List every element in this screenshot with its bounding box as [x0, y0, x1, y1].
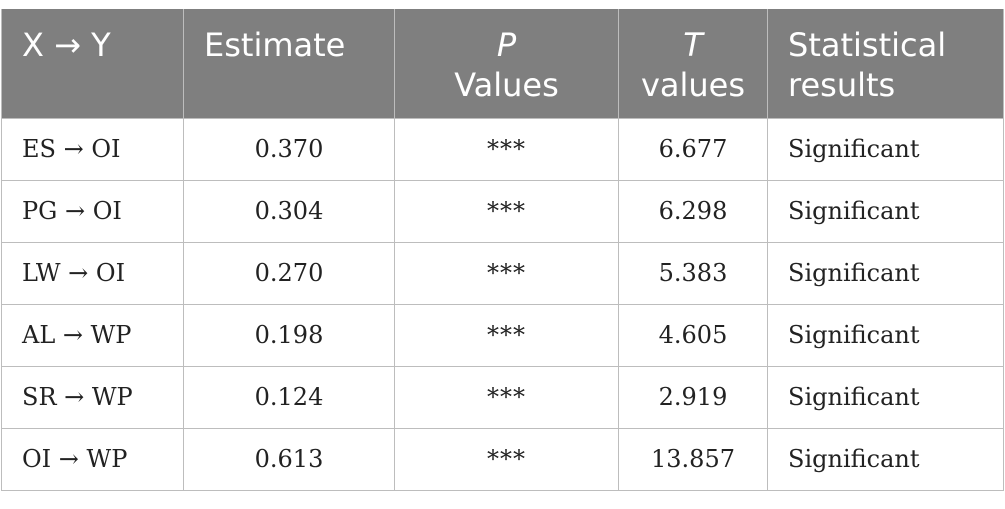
table-row: SR → WP 0.124 *** 2.919 Significant	[1, 365, 1004, 429]
cell-estimate: 0.124	[183, 365, 395, 429]
cell-estimate: 0.370	[183, 117, 395, 181]
cell-t-value: 6.298	[618, 179, 768, 243]
header-path: X → Y	[1, 9, 184, 118]
cell-path: SR → WP	[1, 365, 184, 429]
cell-result: Significant	[767, 303, 1004, 367]
header-results-line1: Statistical	[788, 26, 947, 64]
cell-result: Significant	[767, 365, 1004, 429]
cell-result: Significant	[767, 117, 1004, 181]
cell-p-value: ***	[394, 365, 619, 429]
cell-t-value: 13.857	[618, 427, 768, 491]
table-row: AL → WP 0.198 *** 4.605 Significant	[1, 303, 1004, 367]
table-header: X → Y Estimate P Values T values Statist…	[1, 9, 1004, 118]
cell-t-value: 4.605	[618, 303, 768, 367]
header-t-label: values	[640, 66, 746, 104]
header-t-values: T values	[618, 9, 768, 118]
table-row: ES → OI 0.370 *** 6.677 Significant	[1, 117, 1004, 181]
header-p-values: P Values	[394, 9, 619, 118]
header-path-label: X → Y	[22, 26, 111, 64]
cell-p-value: ***	[394, 427, 619, 491]
cell-estimate: 0.270	[183, 241, 395, 305]
header-statistical-results: Statistical results	[767, 9, 1004, 118]
header-t-symbol: T	[683, 26, 703, 64]
cell-t-value: 5.383	[618, 241, 768, 305]
cell-path: ES → OI	[1, 117, 184, 181]
cell-p-value: ***	[394, 303, 619, 367]
header-row: X → Y Estimate P Values T values Statist…	[1, 9, 1004, 118]
header-estimate: Estimate	[183, 9, 395, 118]
cell-estimate: 0.613	[183, 427, 395, 491]
cell-p-value: ***	[394, 117, 619, 181]
cell-result: Significant	[767, 179, 1004, 243]
header-p-symbol: P	[496, 26, 517, 64]
cell-p-value: ***	[394, 241, 619, 305]
header-estimate-label: Estimate	[204, 26, 346, 64]
table-body: ES → OI 0.370 *** 6.677 Significant PG →…	[1, 117, 1004, 491]
cell-p-value: ***	[394, 179, 619, 243]
cell-estimate: 0.304	[183, 179, 395, 243]
cell-t-value: 6.677	[618, 117, 768, 181]
cell-path: AL → WP	[1, 303, 184, 367]
table-row: PG → OI 0.304 *** 6.298 Significant	[1, 179, 1004, 243]
table-row: OI → WP 0.613 *** 13.857 Significant	[1, 427, 1004, 491]
header-p-label: Values	[454, 66, 559, 104]
cell-path: PG → OI	[1, 179, 184, 243]
results-table: X → Y Estimate P Values T values Statist…	[1, 9, 1004, 491]
cell-estimate: 0.198	[183, 303, 395, 367]
cell-result: Significant	[767, 427, 1004, 491]
cell-t-value: 2.919	[618, 365, 768, 429]
table-row: LW → OI 0.270 *** 5.383 Significant	[1, 241, 1004, 305]
cell-path: LW → OI	[1, 241, 184, 305]
cell-result: Significant	[767, 241, 1004, 305]
cell-path: OI → WP	[1, 427, 184, 491]
header-results-line2: results	[788, 66, 896, 104]
